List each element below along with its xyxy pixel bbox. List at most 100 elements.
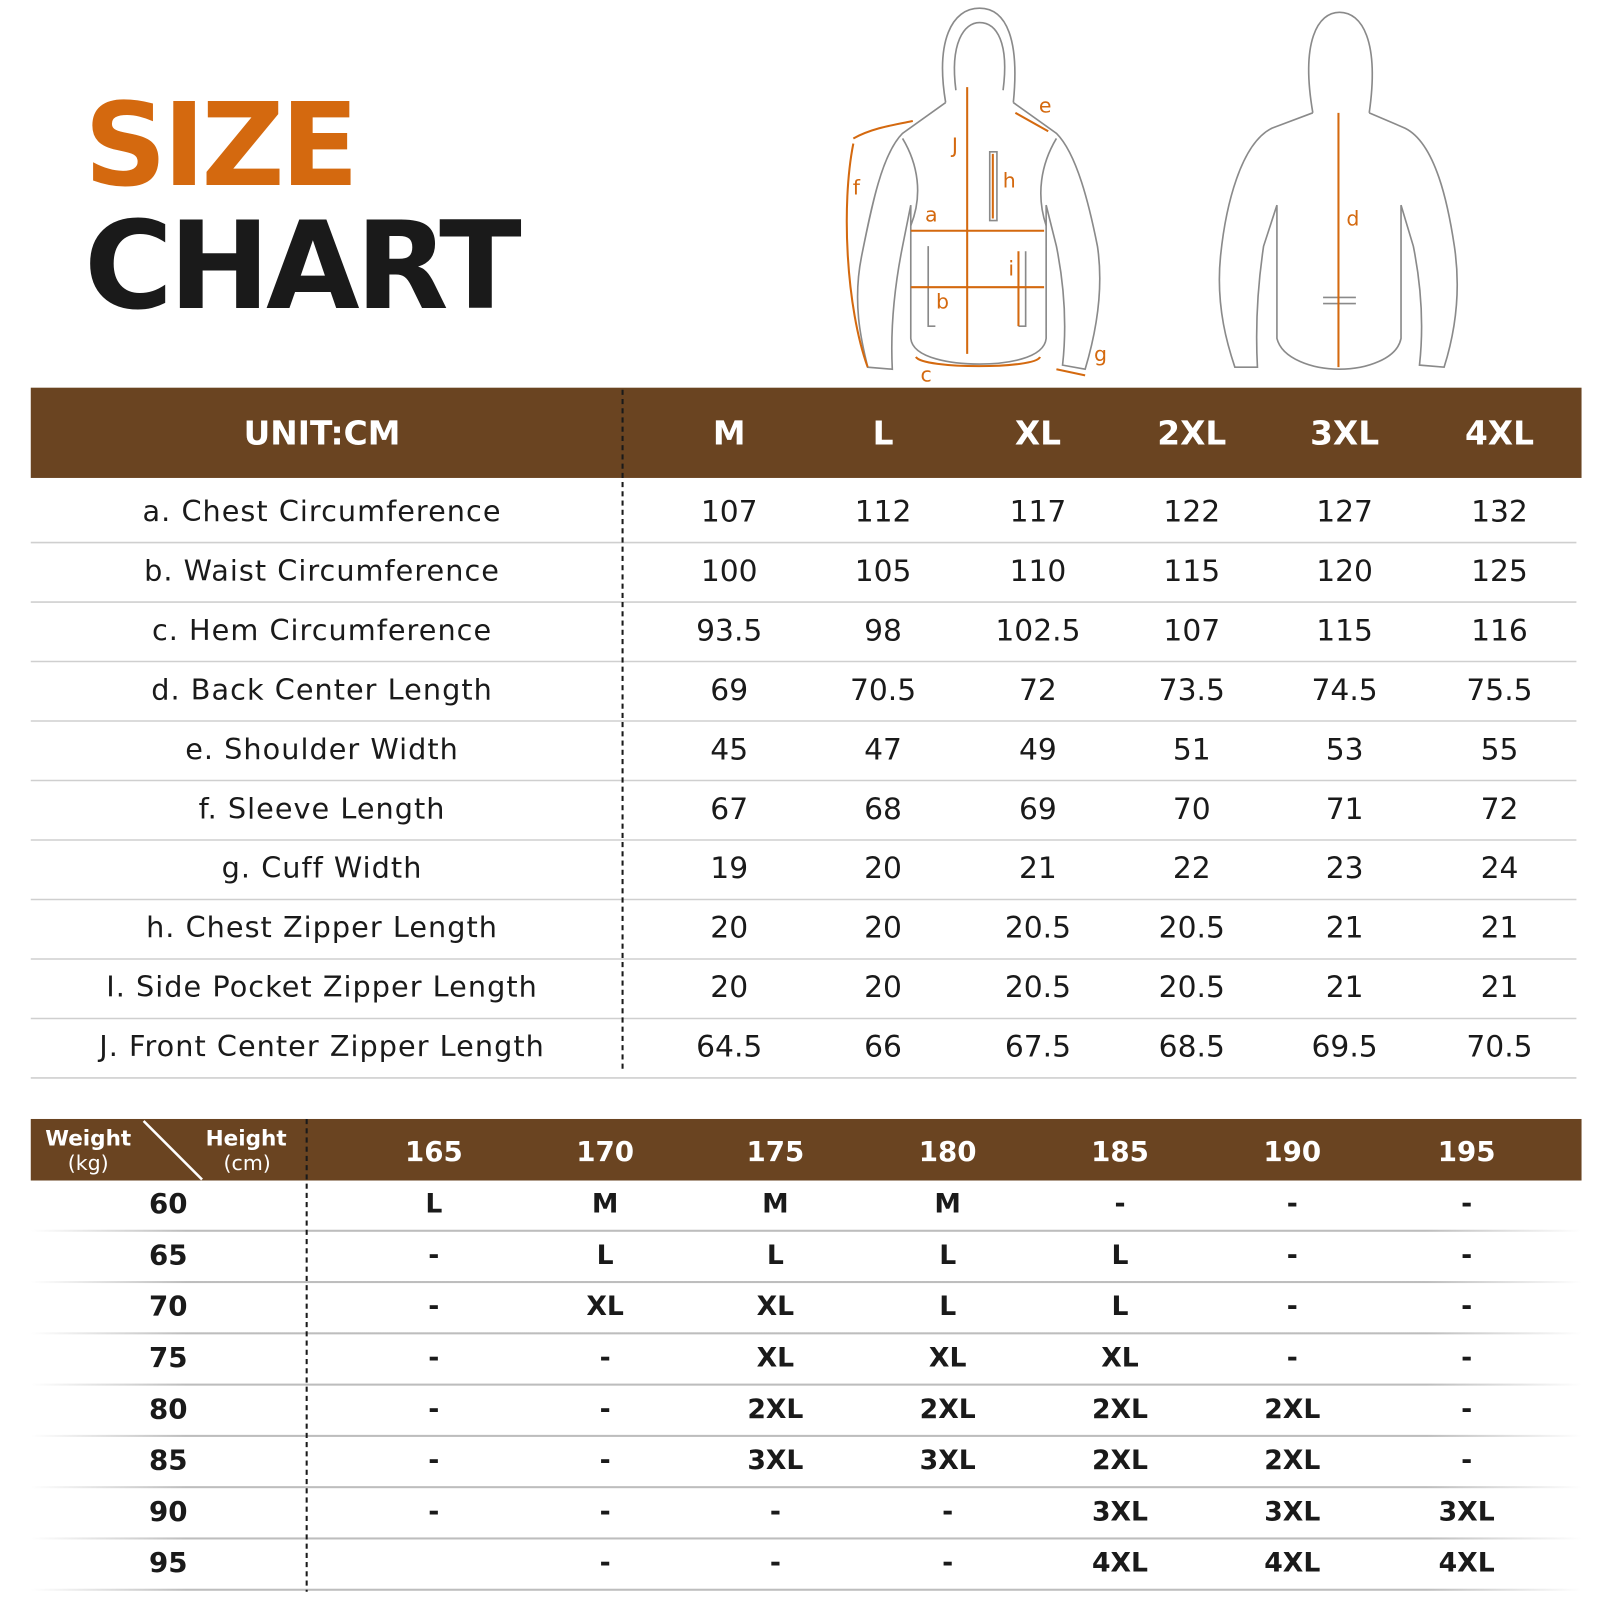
fit-cell: L [939,1240,956,1271]
diagram-label: h [1003,169,1016,193]
cell: 125 [1471,554,1528,589]
cell: 20.5 [1159,970,1225,1005]
cell: 70.5 [1466,1030,1532,1065]
fit-cell: - [428,1394,439,1425]
table-header [30,387,1582,478]
row-divider [30,1281,1582,1284]
cell: 51 [1173,732,1211,767]
fit-cell: - [600,1342,611,1373]
fit-cell: 2XL [920,1394,976,1425]
cell: 115 [1163,554,1220,589]
header-cell: 2XL [1157,414,1226,452]
cell: 74.5 [1312,673,1378,708]
row-divider [30,1332,1582,1335]
height-header: 190 [1263,1135,1321,1168]
height-header: 165 [405,1135,463,1168]
fit-cell: L [425,1189,442,1220]
corner-weight-unit: (kg) [68,1151,109,1175]
header-cell: UNIT:CM [244,414,401,452]
cell: 72 [1481,792,1519,827]
cell: 23 [1326,851,1364,886]
header-cell: 3XL [1310,414,1379,452]
fit-cell: L [597,1240,614,1271]
table-header [30,1118,1582,1181]
cell: 53 [1326,732,1364,767]
fit-cell: - [770,1548,781,1579]
fit-cell: - [1287,1240,1298,1271]
cell: 69 [1019,792,1057,827]
cell: 24 [1481,851,1519,886]
row-label: c. Hem Circumference [152,613,492,647]
fit-cell: - [1461,1189,1472,1220]
fit-cell: - [600,1548,611,1579]
fit-cell: 2XL [1092,1394,1148,1425]
fit-cell: - [770,1496,781,1527]
fit-cell: M [592,1189,619,1220]
cell: 98 [864,613,902,648]
cell: 69 [710,673,748,708]
row-divider [30,1383,1582,1386]
height-header: 175 [746,1135,804,1168]
cell: 75.5 [1466,673,1532,708]
corner-height: Height [206,1126,287,1151]
cell: 107 [1163,613,1220,648]
fit-cell: XL [1101,1342,1139,1373]
cell: 22 [1173,851,1211,886]
corner-height-unit: (cm) [224,1151,271,1175]
cell: 117 [1010,494,1067,529]
diagram-label: i [1008,257,1014,281]
fit-cell: - [428,1496,439,1527]
diagram-label: b [936,290,949,314]
fit-cell: - [600,1496,611,1527]
fit-cell: XL [757,1291,795,1322]
fit-cell: - [428,1291,439,1322]
fit-cell: 4XL [1092,1548,1148,1579]
fit-cell: - [1461,1394,1472,1425]
fit-cell: - [428,1342,439,1373]
fit-cell: M [762,1189,789,1220]
fit-cell: - [600,1394,611,1425]
fit-cell: - [1461,1342,1472,1373]
row-divider [30,1486,1582,1489]
cell: 67 [710,792,748,827]
fit-cell: L [1112,1291,1129,1322]
cell: 70 [1173,792,1211,827]
weight-label: 70 [149,1290,188,1323]
cell: 73.5 [1159,673,1225,708]
cell: 127 [1316,494,1373,529]
fit-cell: 3XL [1092,1496,1148,1527]
cell: 72 [1019,673,1057,708]
weight-label: 85 [149,1444,188,1477]
header-cell: 4XL [1465,414,1534,452]
fit-cell: L [1112,1240,1129,1271]
fit-cell: XL [929,1342,967,1373]
cell: 21 [1481,970,1519,1005]
cell: 21 [1326,911,1364,946]
weight-label: 75 [149,1341,188,1374]
cell: 116 [1471,613,1528,648]
cell: 70.5 [850,673,916,708]
cell: 45 [710,732,748,767]
height-header: 185 [1091,1135,1149,1168]
fit-cell: 4XL [1439,1548,1495,1579]
height-header: 195 [1438,1135,1496,1168]
row-label: J. Front Center Zipper Length [97,1029,545,1063]
cell: 20.5 [1005,970,1071,1005]
cell: 68 [864,792,902,827]
cell: 64.5 [696,1030,762,1065]
cell: 132 [1471,494,1528,529]
weight-label: 95 [149,1546,188,1579]
fit-cell: XL [586,1291,624,1322]
cell: 71 [1326,792,1364,827]
cell: 49 [1019,732,1057,767]
cell: 20.5 [1159,911,1225,946]
diagram-label: J [950,134,958,158]
fit-cell: - [1287,1342,1298,1373]
fit-cell: - [600,1445,611,1476]
fit-cell: - [1114,1189,1125,1220]
height-header: 180 [919,1135,977,1168]
diagram-label: g [1094,342,1107,366]
row-label: d. Back Center Length [151,672,493,706]
cell: 122 [1163,494,1220,529]
